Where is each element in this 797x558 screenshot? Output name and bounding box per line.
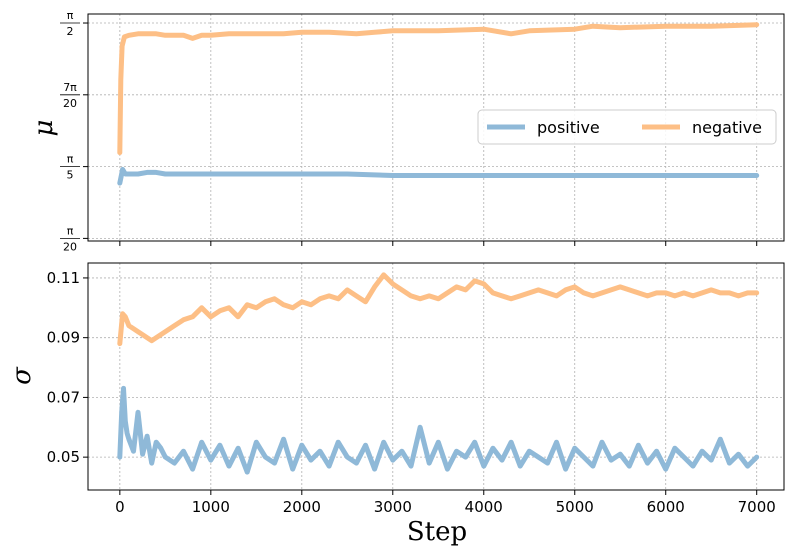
sigma-y-ticks: 0.05 0.07 0.09 0.11 xyxy=(47,269,88,466)
mu-y-tick-numerator: π xyxy=(67,9,74,22)
legend-label-positive: positive xyxy=(537,118,600,137)
sigma-x-tick-label: 0 xyxy=(115,498,125,516)
sigma-y-tick-label: 0.09 xyxy=(47,329,80,347)
mu-y-tick-label: π 20 xyxy=(60,224,80,253)
sigma-y-tick-label: 0.11 xyxy=(47,269,80,287)
mu-y-tick-numerator: π xyxy=(67,153,74,166)
mu-axes-frame xyxy=(87,13,785,242)
legend-box xyxy=(477,109,777,145)
mu-series-negative xyxy=(117,22,760,156)
sigma-x-tick-label: 5000 xyxy=(556,498,594,516)
mu-y-tick-denominator: 20 xyxy=(63,240,77,253)
legend-label-negative: negative xyxy=(692,118,762,137)
sigma-x-tick-label: 7000 xyxy=(738,498,776,516)
mu-y-axis-label: μ xyxy=(29,120,59,137)
mu-y-tick-denominator: 2 xyxy=(67,25,74,38)
mu-series-positive xyxy=(117,166,760,186)
sigma-y-tick-label: 0.05 xyxy=(47,448,80,466)
mu-x-ticks xyxy=(119,241,758,246)
sigma-y-tick-label: 0.07 xyxy=(47,388,80,406)
mu-y-tick-label: π5 xyxy=(60,153,80,182)
sigma-x-tick-label: 6000 xyxy=(647,498,685,516)
sigma-grid xyxy=(88,263,784,490)
x-axis-label: Step xyxy=(407,517,467,547)
sigma-x-tick-label: 1000 xyxy=(192,498,230,516)
sigma-series-group xyxy=(117,272,760,475)
sigma-x-tick-label: 3000 xyxy=(374,498,412,516)
mu-y-tick-label: π2 xyxy=(60,9,80,38)
sigma-x-ticks: 0 1000 2000 3000 4000 5000 6000 7000 xyxy=(115,490,776,516)
legend: positive negative xyxy=(477,109,777,145)
sigma-series-positive xyxy=(117,385,760,475)
mu-y-tick-denominator: 5 xyxy=(67,169,74,182)
sigma-y-axis-label: σ xyxy=(7,366,37,385)
mu-y-tick-denominator: 20 xyxy=(63,97,77,110)
sigma-x-tick-label: 4000 xyxy=(465,498,503,516)
sigma-x-tick-label: 2000 xyxy=(283,498,321,516)
mu-y-tick-numerator: 7π xyxy=(63,81,77,94)
sigma-axes-frame xyxy=(87,262,785,491)
sigma-panel: 0 1000 2000 3000 4000 5000 6000 7000 0.050.070.… xyxy=(7,262,785,547)
sigma-series-negative xyxy=(117,272,760,347)
mu-y-tick-numerator: π xyxy=(67,224,74,237)
mu-series-group xyxy=(117,22,760,186)
